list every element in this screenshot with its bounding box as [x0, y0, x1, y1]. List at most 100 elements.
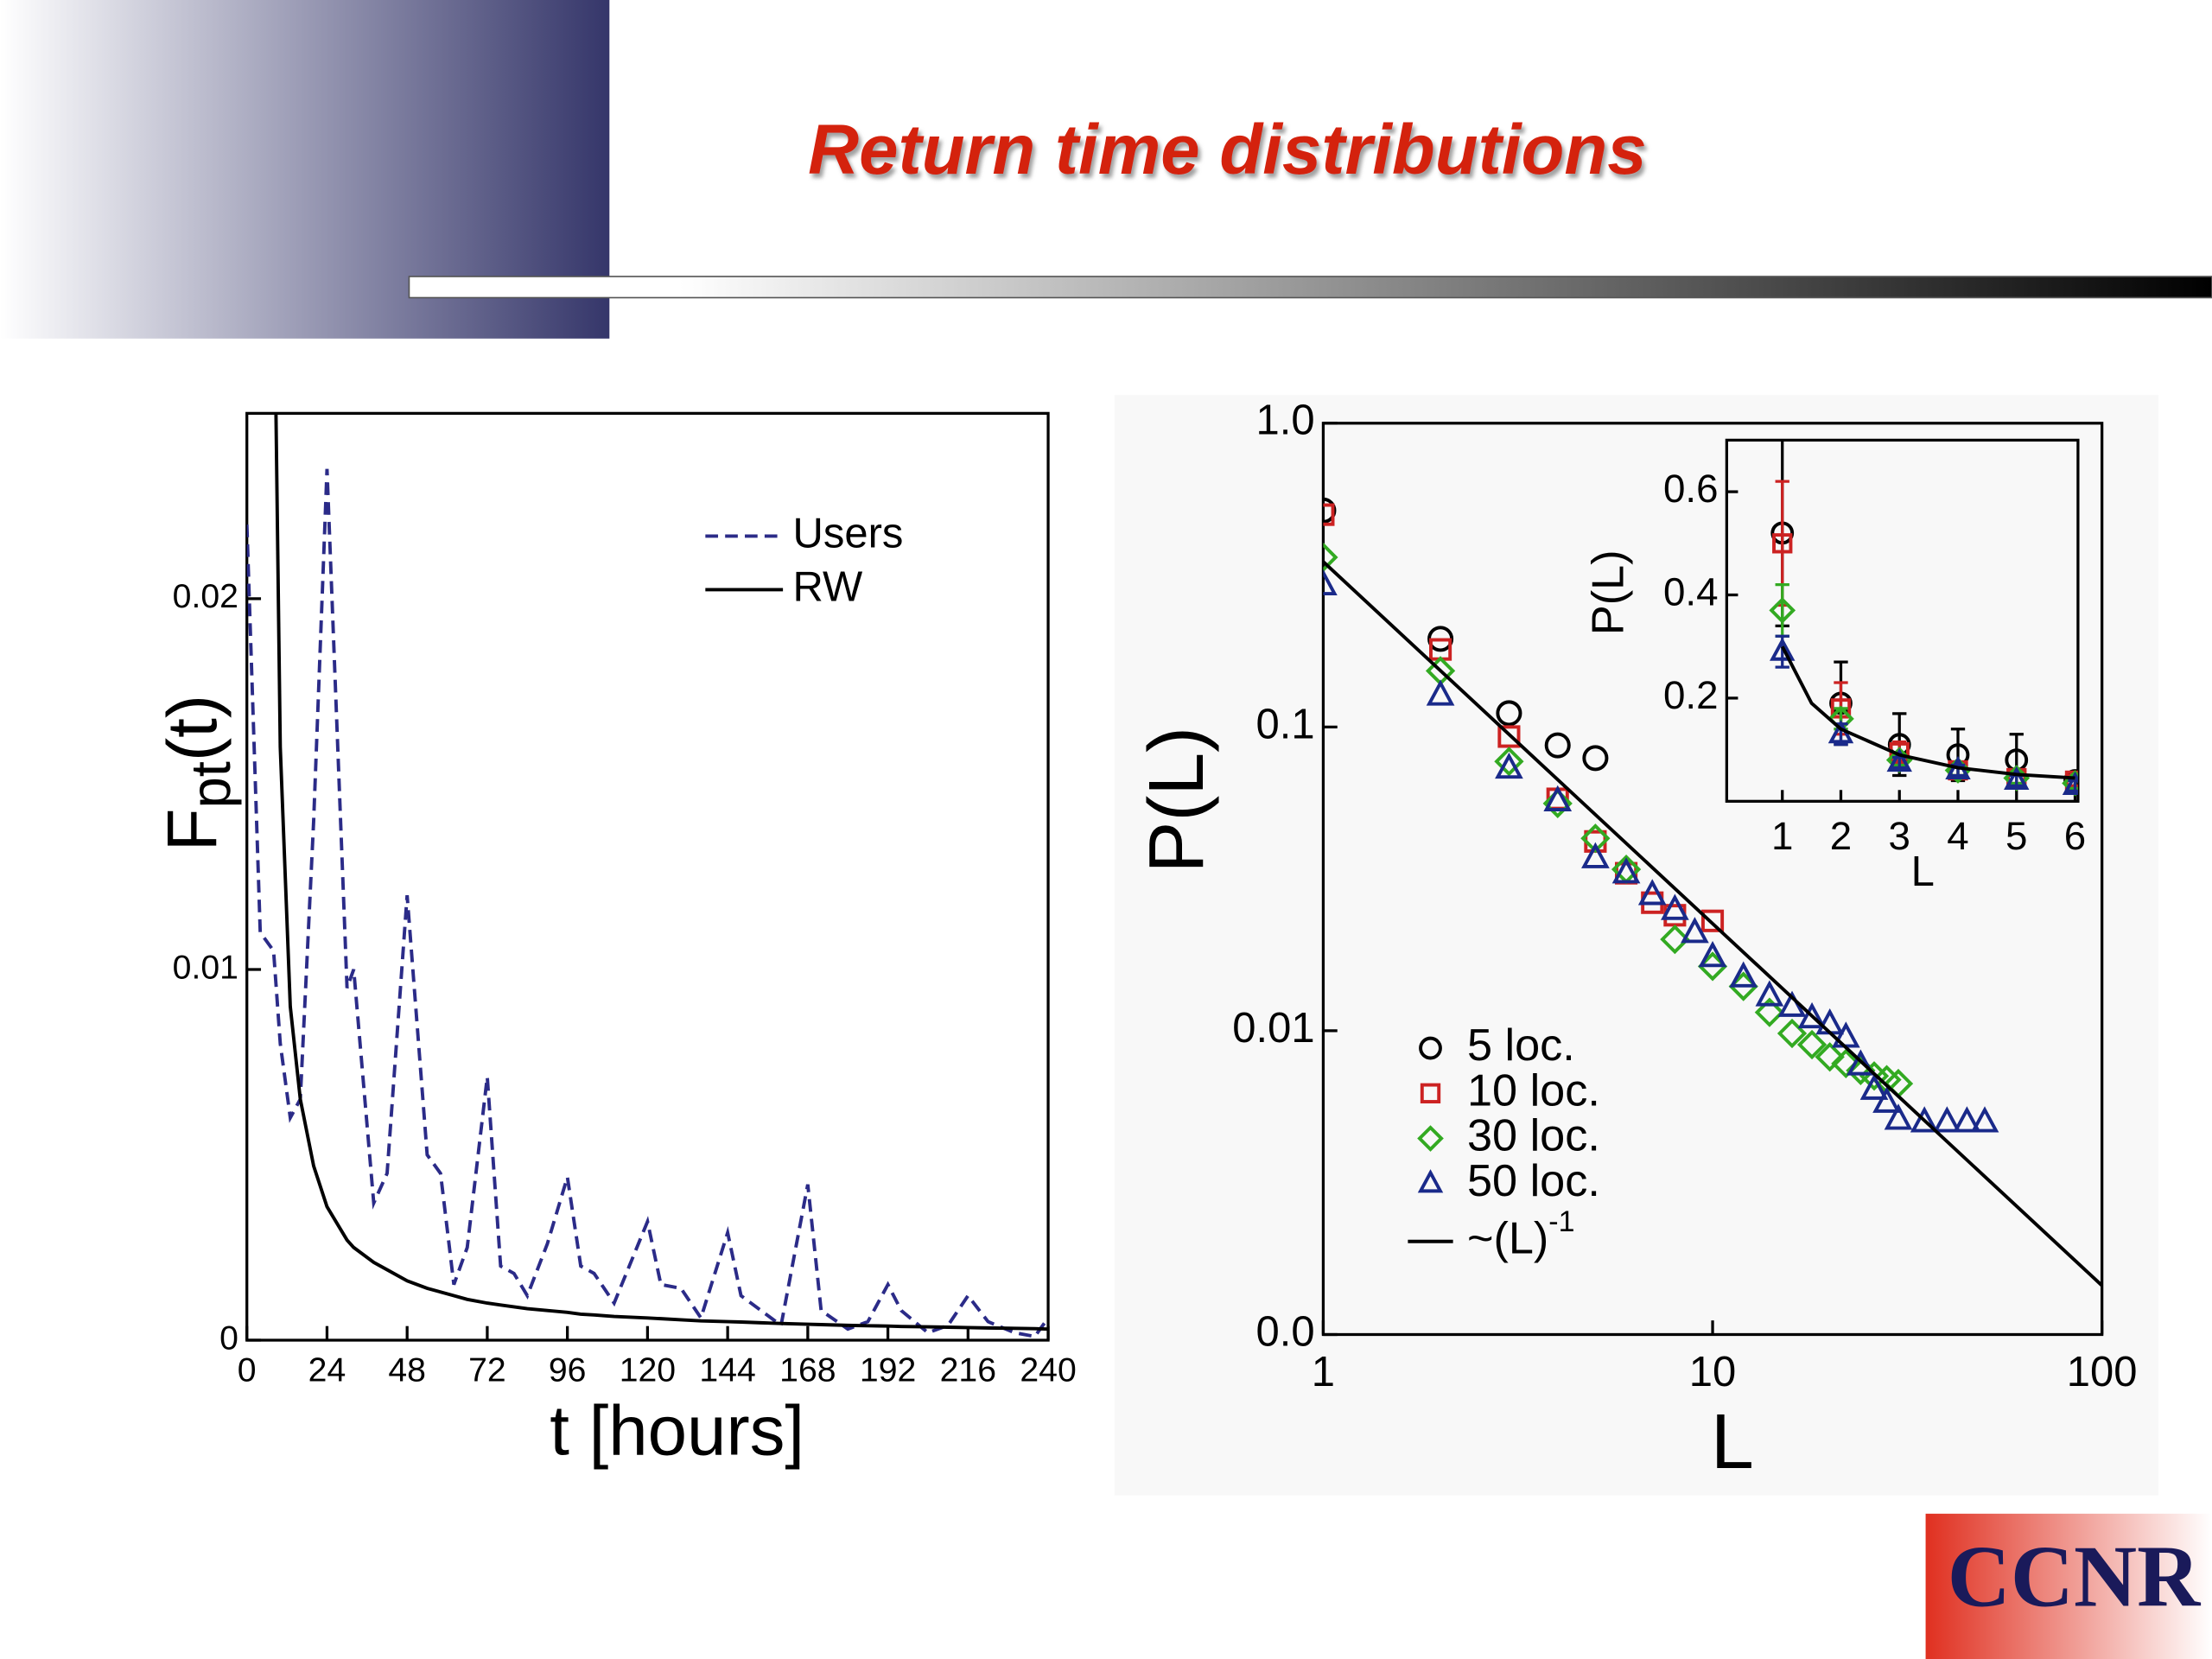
legend-name: 50 loc. — [1467, 1156, 1600, 1206]
x-tick-label: 3 — [1889, 814, 1910, 858]
marker — [1815, 1042, 1845, 1072]
figure-panel — [1114, 395, 2158, 1496]
chart: 1 10 100 1.0 0.1 0.01 0.0 L P(L) 5 loc.10 loc.30 … — [1134, 397, 2138, 1485]
legend-marker — [1419, 1036, 1442, 1060]
marker — [1797, 1001, 1827, 1029]
y-tick-label: 0.01 — [1232, 1005, 1314, 1052]
marker — [1323, 503, 1335, 526]
y-tick-label: 0.02 — [173, 578, 238, 615]
marker — [1700, 909, 1725, 932]
x-tick-label: 144 — [699, 1352, 755, 1389]
x-tick-label: 48 — [388, 1352, 426, 1389]
legend-name: 10 loc. — [1467, 1065, 1600, 1116]
marker — [1729, 961, 1758, 988]
marker — [1754, 997, 1785, 1027]
y-label-main: F — [153, 809, 232, 852]
marker — [1580, 823, 1611, 854]
marker — [2062, 771, 2078, 795]
legend-name: Users — [793, 510, 904, 556]
marker — [1872, 1086, 1901, 1113]
legend-sup: -1 — [1548, 1205, 1574, 1238]
series-line — [1323, 560, 2102, 1287]
legend-label: Users — [793, 510, 904, 556]
marker — [1886, 747, 1912, 772]
series-line — [1780, 645, 2075, 780]
y-axis-label: P(L) — [1134, 727, 1220, 874]
x-tick-label: 4 — [1947, 814, 1968, 858]
legend-name: 30 loc. — [1467, 1110, 1600, 1160]
x-tick-label: 72 — [468, 1352, 506, 1389]
series-line — [274, 413, 1049, 1332]
legend-label: 50 loc. — [1467, 1156, 1600, 1206]
marker — [1495, 752, 1523, 779]
x-tick-label: 240 — [1020, 1352, 1076, 1389]
series-line — [246, 468, 1049, 1338]
legend-label: 30 loc. — [1467, 1110, 1600, 1160]
legend-marker — [1417, 1125, 1444, 1152]
x-tick-label: 2 — [1830, 814, 1852, 858]
marker — [1970, 1106, 1999, 1133]
plot-frame — [1725, 438, 2080, 803]
marker — [1884, 1103, 1913, 1130]
legend-label: 10 loc. — [1467, 1065, 1600, 1116]
plot-area — [246, 413, 1049, 1338]
marker — [1859, 1073, 1889, 1100]
plot-area — [1323, 497, 2102, 1287]
marker — [1637, 879, 1667, 906]
x-tick-label: 5 — [2005, 814, 2027, 858]
legend-name: 5 loc. — [1467, 1020, 1575, 1071]
y-tick-label: 0.6 — [1663, 467, 1719, 511]
marker — [1581, 842, 1610, 868]
y-tick-label: 0.01 — [173, 949, 238, 986]
marker — [1953, 1106, 1981, 1133]
y-axis-label: P(L) — [1583, 550, 1633, 635]
y-tick-label: 0.2 — [1663, 673, 1719, 717]
marker — [1777, 1018, 1808, 1049]
marker — [1323, 542, 1338, 573]
logo-box — [1925, 1513, 2212, 1659]
marker — [1323, 569, 1338, 595]
chart: 1 2 3 4 5 6 0.2 0.4 0.6 L P(L) — [1583, 438, 2086, 895]
x-tick-label: 100 — [2067, 1349, 2138, 1395]
marker — [1769, 597, 1796, 624]
x-axis-label: t [hours] — [550, 1392, 804, 1471]
marker — [1611, 857, 1641, 884]
marker — [1698, 940, 1727, 968]
marker — [1660, 924, 1690, 955]
x-axis-label: L — [1711, 1399, 1754, 1485]
legend-label: RW — [793, 563, 863, 610]
x-tick-label: 192 — [860, 1352, 916, 1389]
marker — [1494, 747, 1524, 777]
y-tick-label: 0.0 — [1256, 1308, 1315, 1355]
x-tick-label: 216 — [940, 1352, 996, 1389]
marker — [1796, 1029, 1827, 1060]
legend-name: ~(L) — [1467, 1214, 1548, 1264]
marker — [2004, 766, 2030, 790]
legend-marker — [1420, 1083, 1441, 1103]
marker — [1542, 788, 1573, 819]
x-tick-label: 10 — [1689, 1349, 1736, 1395]
plot-area — [1769, 440, 2078, 797]
y-tick-label: 0.1 — [1256, 701, 1315, 747]
chart: 0 24 48 72 96 120 144 168 192 216 240 0 0.01 0.02 t [h… — [153, 411, 1077, 1471]
y-tick-label: 0.4 — [1663, 570, 1719, 614]
slide-title: Return time distributions — [808, 111, 1646, 189]
header-bar — [408, 276, 2212, 299]
marker — [1755, 980, 1784, 1007]
y-tick-label: 1.0 — [1256, 397, 1315, 444]
legend-label: ~(L)-1 — [1467, 1205, 1575, 1264]
x-tick-label: 1 — [1771, 814, 1793, 858]
legend-name: RW — [793, 563, 863, 610]
marker — [1497, 725, 1521, 748]
marker — [1544, 732, 1571, 759]
marker — [1910, 1106, 1939, 1133]
y-label-tail: (t) — [153, 695, 232, 761]
y-axis-label: Fpt(t) — [153, 695, 242, 851]
x-tick-label: 120 — [620, 1352, 676, 1389]
x-tick-label: 1 — [1312, 1349, 1335, 1395]
marker — [1770, 637, 1796, 661]
y-tick-label: 0 — [219, 1319, 238, 1357]
